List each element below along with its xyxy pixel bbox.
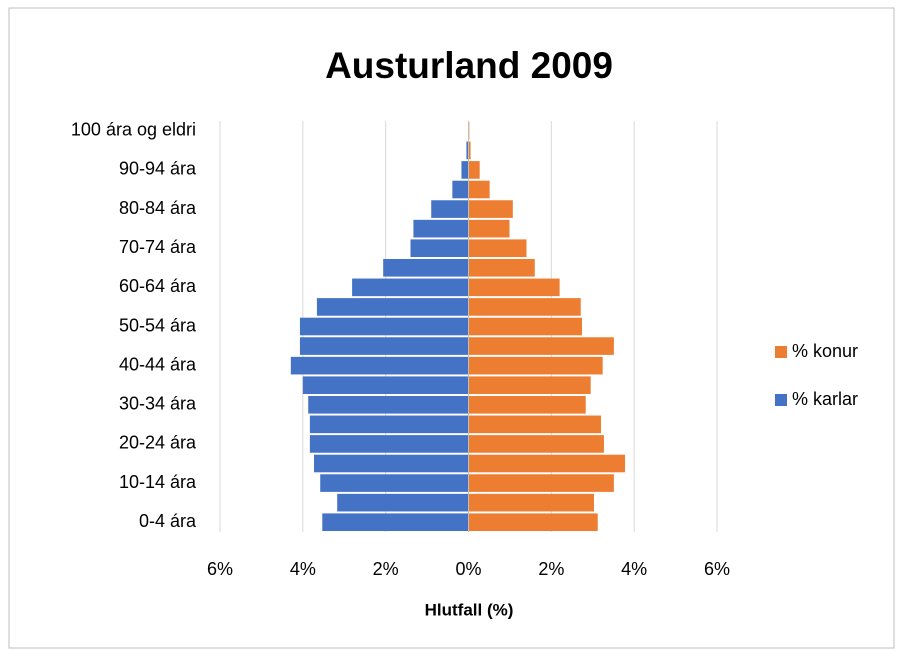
y-tick-label: 50-54 ára: [119, 315, 197, 335]
bar: [468, 337, 614, 355]
bar: [309, 415, 469, 434]
bar: [468, 141, 471, 160]
x-tick-label: 2%: [538, 559, 564, 579]
x-axis-label: Hlutfall (%): [425, 600, 514, 619]
bar: [431, 200, 469, 218]
bar: [468, 415, 602, 434]
bar: [466, 141, 469, 160]
bar: [468, 161, 480, 179]
bar: [452, 180, 469, 199]
bar: [468, 513, 598, 532]
legend-swatch: [775, 394, 787, 406]
y-tick-label: 10-14 ára: [119, 472, 197, 492]
bar: [468, 493, 594, 512]
y-tick-label: 90-94 ára: [119, 159, 197, 179]
bar: [468, 317, 582, 336]
bar: [337, 493, 469, 512]
bar: [468, 356, 603, 375]
legend-label: % konur: [792, 341, 858, 361]
bar: [290, 356, 469, 375]
bar: [352, 278, 469, 297]
bar: [320, 474, 469, 492]
bar: [308, 395, 469, 414]
bar: [309, 435, 469, 453]
x-tick-label: 2%: [373, 559, 399, 579]
bar: [410, 239, 469, 258]
chart-title: Austurland 2009: [325, 45, 613, 86]
bar: [461, 161, 469, 179]
y-tick-label: 40-44 ára: [119, 354, 197, 374]
bar: [383, 258, 469, 277]
bar: [299, 317, 469, 336]
bar: [468, 180, 490, 199]
x-tick-label: 4%: [290, 559, 316, 579]
y-tick-label: 70-74 ára: [119, 237, 197, 257]
x-tick-label: 0%: [455, 559, 481, 579]
y-tick-label: 20-24 ára: [119, 433, 197, 453]
bar: [299, 337, 469, 355]
bar: [468, 395, 586, 414]
bar: [468, 219, 510, 238]
legend-label: % karlar: [792, 389, 858, 409]
y-tick-label: 60-64 ára: [119, 276, 197, 296]
y-tick-label: 80-84 ára: [119, 198, 197, 218]
bar: [314, 454, 469, 473]
bar: [302, 376, 469, 395]
y-tick-label: 30-34 ára: [119, 394, 197, 414]
bar: [468, 200, 513, 218]
y-tick-label: 0-4 ára: [139, 511, 197, 531]
x-tick-label: 6%: [207, 559, 233, 579]
bar: [468, 298, 581, 316]
bar: [468, 376, 591, 395]
bar: [468, 454, 626, 473]
bar: [468, 435, 604, 453]
bar: [468, 258, 535, 277]
bar: [322, 513, 469, 532]
legend-swatch: [775, 346, 787, 358]
bar: [468, 278, 560, 297]
bar: [413, 219, 469, 238]
x-tick-label: 6%: [704, 559, 730, 579]
x-tick-label: 4%: [621, 559, 647, 579]
y-tick-label: 100 ára og eldri: [71, 120, 196, 140]
bar: [468, 474, 614, 492]
bar: [468, 239, 527, 258]
bar: [316, 298, 469, 316]
